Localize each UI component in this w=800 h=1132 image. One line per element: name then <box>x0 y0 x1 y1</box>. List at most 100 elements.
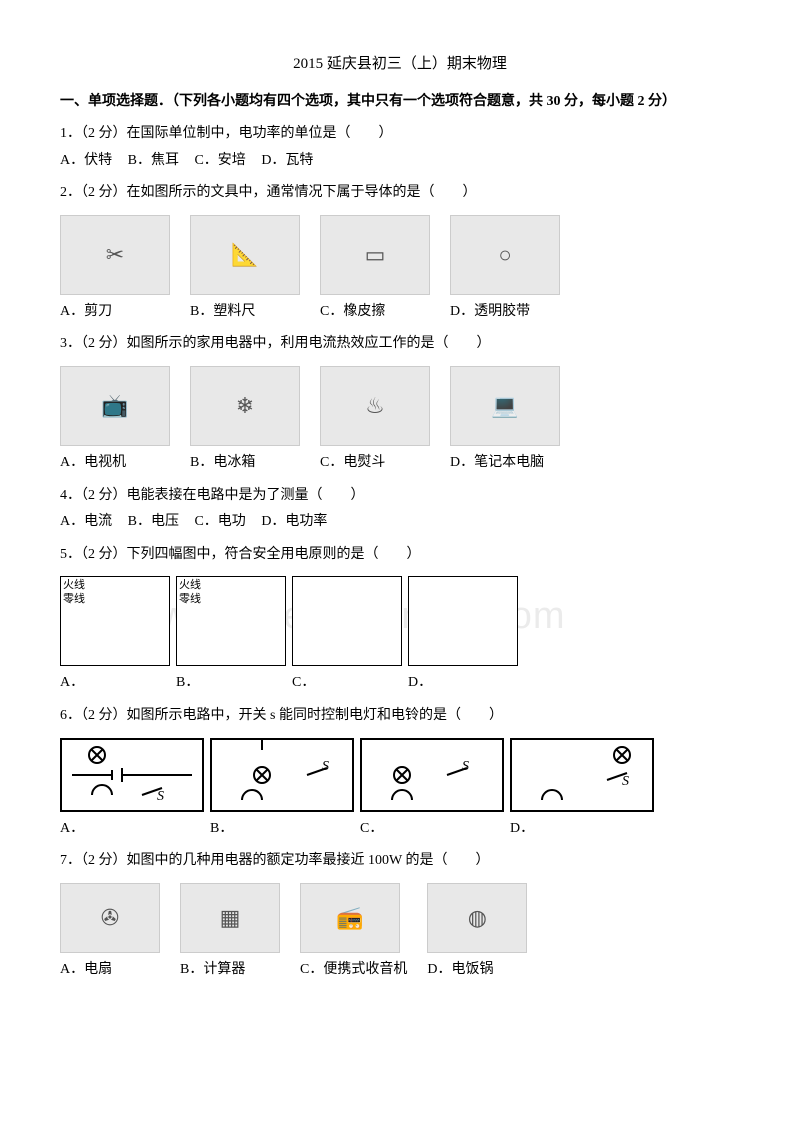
q2-col-d: ○ D．透明胶带 <box>450 215 560 326</box>
q3-col-d: 💻 D．笔记本电脑 <box>450 366 560 477</box>
q2-opt-d: D．透明胶带 <box>450 299 530 326</box>
q7-col-c: 📻 C．便携式收音机 <box>300 883 407 984</box>
safety-diagram-a: 火线 零线 <box>60 576 170 666</box>
question-7: 7．（2 分）如图中的几种用电器的额定功率最接近 100W 的是（ ） ✇ A．… <box>60 848 740 983</box>
q1-opt-c: C．安培 <box>194 153 245 168</box>
q3-col-b: ❄ B．电冰箱 <box>190 366 300 477</box>
circuit-svg-b: S <box>212 740 352 810</box>
question-1: 1．（2 分）在国际单位制中，电功率的单位是（ ） A．伏特 B．焦耳 C．安培… <box>60 121 740 174</box>
q1-options: A．伏特 B．焦耳 C．安培 D．瓦特 <box>60 148 740 175</box>
scissors-icon: ✂ <box>60 215 170 295</box>
q1-opt-d: D．瓦特 <box>261 153 313 168</box>
radio-icon: 📻 <box>300 883 400 953</box>
question-5: 5．（2 分）下列四幅图中，符合安全用电原则的是（ ） 火线 零线 A． 火线 … <box>60 542 740 697</box>
q6-col-d: S D． <box>510 738 654 843</box>
circuit-diagram-b: S <box>210 738 354 812</box>
section-1-heading: 一、单项选择题．（下列各小题均有四个选项，其中只有一个选项符合题意，共 30 分… <box>60 89 740 116</box>
q6-opt-d: D． <box>510 816 534 843</box>
q7-images: ✇ A．电扇 ▦ B．计算器 📻 C．便携式收音机 ◍ D．电饭锅 <box>60 883 740 984</box>
q5-opt-a: A． <box>60 670 84 697</box>
q6-col-a: S A． <box>60 738 204 843</box>
q6-images: S A． S B． <box>60 738 740 843</box>
q6-opt-b: B． <box>210 816 233 843</box>
safety-diagram-b: 火线 零线 <box>176 576 286 666</box>
tv-icon: 📺 <box>60 366 170 446</box>
q5-col-a: 火线 零线 A． <box>60 576 170 697</box>
fan-icon: ✇ <box>60 883 160 953</box>
fridge-icon: ❄ <box>190 366 300 446</box>
q4-opt-b: B．电压 <box>128 514 179 529</box>
neutral-wire-label-a: 零线 <box>63 593 167 606</box>
circuit-svg-c: S <box>362 740 502 810</box>
q3-opt-c: C．电熨斗 <box>320 450 385 477</box>
question-6: 6．（2 分）如图所示电路中，开关 s 能同时控制电灯和电铃的是（ ） S A． <box>60 703 740 842</box>
q2-col-c: ▭ C．橡皮擦 <box>320 215 430 326</box>
q2-images: ✂ A．剪刀 📐 B．塑料尺 ▭ C．橡皮擦 ○ D．透明胶带 <box>60 215 740 326</box>
rice-cooker-icon: ◍ <box>427 883 527 953</box>
q2-opt-b: B．塑料尺 <box>190 299 255 326</box>
neutral-wire-label-b: 零线 <box>179 593 283 606</box>
q3-opt-a: A．电视机 <box>60 450 126 477</box>
svg-text:S: S <box>462 759 469 774</box>
q6-col-b: S B． <box>210 738 354 843</box>
q7-col-d: ◍ D．电饭锅 <box>427 883 527 984</box>
eraser-icon: ▭ <box>320 215 430 295</box>
q5-opt-c: C． <box>292 670 315 697</box>
q1-opt-b: B．焦耳 <box>128 153 179 168</box>
q1-opt-a: A．伏特 <box>60 153 112 168</box>
q2-opt-c: C．橡皮擦 <box>320 299 385 326</box>
q7-opt-b: B．计算器 <box>180 957 245 984</box>
calculator-icon: ▦ <box>180 883 280 953</box>
circuit-svg-d: S <box>512 740 652 810</box>
safety-diagram-d <box>408 576 518 666</box>
q4-stem: 4．（2 分）电能表接在电路中是为了测量（ ） <box>60 483 740 510</box>
q2-col-a: ✂ A．剪刀 <box>60 215 170 326</box>
circuit-diagram-a: S <box>60 738 204 812</box>
q5-stem: 5．（2 分）下列四幅图中，符合安全用电原则的是（ ） <box>60 542 740 569</box>
ruler-icon: 📐 <box>190 215 300 295</box>
q6-col-c: S C． <box>360 738 504 843</box>
q5-images: 火线 零线 A． 火线 零线 B． C． D． <box>60 576 740 697</box>
circuit-diagram-c: S <box>360 738 504 812</box>
svg-text:S: S <box>157 789 164 804</box>
exam-page: { "title": "2015 延庆县初三（上）期末物理", "section… <box>60 50 740 983</box>
q4-options: A．电流 B．电压 C．电功 D．电功率 <box>60 509 740 536</box>
q3-opt-b: B．电冰箱 <box>190 450 255 477</box>
q6-opt-c: C． <box>360 816 383 843</box>
svg-text:S: S <box>322 759 329 774</box>
q4-opt-c: C．电功 <box>194 514 245 529</box>
tape-icon: ○ <box>450 215 560 295</box>
q3-col-a: 📺 A．电视机 <box>60 366 170 477</box>
q5-opt-b: B． <box>176 670 199 697</box>
question-4: 4．（2 分）电能表接在电路中是为了测量（ ） A．电流 B．电压 C．电功 D… <box>60 483 740 536</box>
q6-opt-a: A． <box>60 816 84 843</box>
fire-wire-label-a: 火线 <box>63 579 167 592</box>
q2-stem: 2．（2 分）在如图所示的文具中，通常情况下属于导体的是（ ） <box>60 180 740 207</box>
q4-opt-d: D．电功率 <box>261 514 327 529</box>
q7-col-a: ✇ A．电扇 <box>60 883 160 984</box>
q3-opt-d: D．笔记本电脑 <box>450 450 544 477</box>
q5-col-d: D． <box>408 576 518 697</box>
q7-col-b: ▦ B．计算器 <box>180 883 280 984</box>
svg-text:S: S <box>622 774 629 789</box>
q7-opt-c: C．便携式收音机 <box>300 957 407 984</box>
q3-col-c: ♨ C．电熨斗 <box>320 366 430 477</box>
q5-col-b: 火线 零线 B． <box>176 576 286 697</box>
q7-opt-d: D．电饭锅 <box>427 957 493 984</box>
q5-opt-d: D． <box>408 670 432 697</box>
safety-diagram-c <box>292 576 402 666</box>
q7-stem: 7．（2 分）如图中的几种用电器的额定功率最接近 100W 的是（ ） <box>60 848 740 875</box>
question-3: 3．（2 分）如图所示的家用电器中，利用电流热效应工作的是（ ） 📺 A．电视机… <box>60 331 740 476</box>
q3-images: 📺 A．电视机 ❄ B．电冰箱 ♨ C．电熨斗 💻 D．笔记本电脑 <box>60 366 740 477</box>
q4-opt-a: A．电流 <box>60 514 112 529</box>
q6-stem: 6．（2 分）如图所示电路中，开关 s 能同时控制电灯和电铃的是（ ） <box>60 703 740 730</box>
q2-col-b: 📐 B．塑料尺 <box>190 215 300 326</box>
question-2: 2．（2 分）在如图所示的文具中，通常情况下属于导体的是（ ） ✂ A．剪刀 📐… <box>60 180 740 325</box>
q3-stem: 3．（2 分）如图所示的家用电器中，利用电流热效应工作的是（ ） <box>60 331 740 358</box>
q2-opt-a: A．剪刀 <box>60 299 112 326</box>
q1-stem: 1．（2 分）在国际单位制中，电功率的单位是（ ） <box>60 121 740 148</box>
iron-icon: ♨ <box>320 366 430 446</box>
exam-title: 2015 延庆县初三（上）期末物理 <box>60 50 740 79</box>
q7-opt-a: A．电扇 <box>60 957 112 984</box>
laptop-icon: 💻 <box>450 366 560 446</box>
